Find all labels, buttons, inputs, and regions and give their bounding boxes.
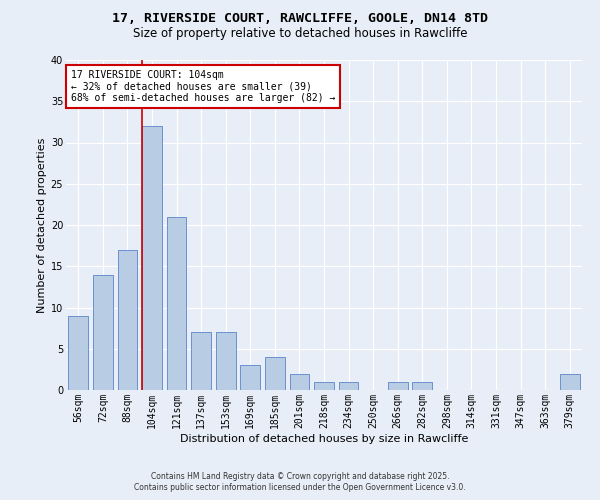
Bar xyxy=(314,382,334,390)
Bar xyxy=(191,332,211,390)
Bar xyxy=(118,250,137,390)
Bar xyxy=(167,217,187,390)
Bar xyxy=(68,316,88,390)
Text: Contains HM Land Registry data © Crown copyright and database right 2025.
Contai: Contains HM Land Registry data © Crown c… xyxy=(134,472,466,492)
Bar xyxy=(142,126,162,390)
Bar xyxy=(290,374,309,390)
Bar xyxy=(93,274,113,390)
Bar xyxy=(216,332,236,390)
Text: Size of property relative to detached houses in Rawcliffe: Size of property relative to detached ho… xyxy=(133,28,467,40)
Bar xyxy=(265,357,284,390)
Bar xyxy=(388,382,407,390)
Bar xyxy=(339,382,358,390)
Y-axis label: Number of detached properties: Number of detached properties xyxy=(37,138,47,312)
Bar xyxy=(560,374,580,390)
Text: 17 RIVERSIDE COURT: 104sqm
← 32% of detached houses are smaller (39)
68% of semi: 17 RIVERSIDE COURT: 104sqm ← 32% of deta… xyxy=(71,70,335,103)
Bar xyxy=(241,365,260,390)
Bar xyxy=(412,382,432,390)
Text: 17, RIVERSIDE COURT, RAWCLIFFE, GOOLE, DN14 8TD: 17, RIVERSIDE COURT, RAWCLIFFE, GOOLE, D… xyxy=(112,12,488,26)
X-axis label: Distribution of detached houses by size in Rawcliffe: Distribution of detached houses by size … xyxy=(180,434,468,444)
